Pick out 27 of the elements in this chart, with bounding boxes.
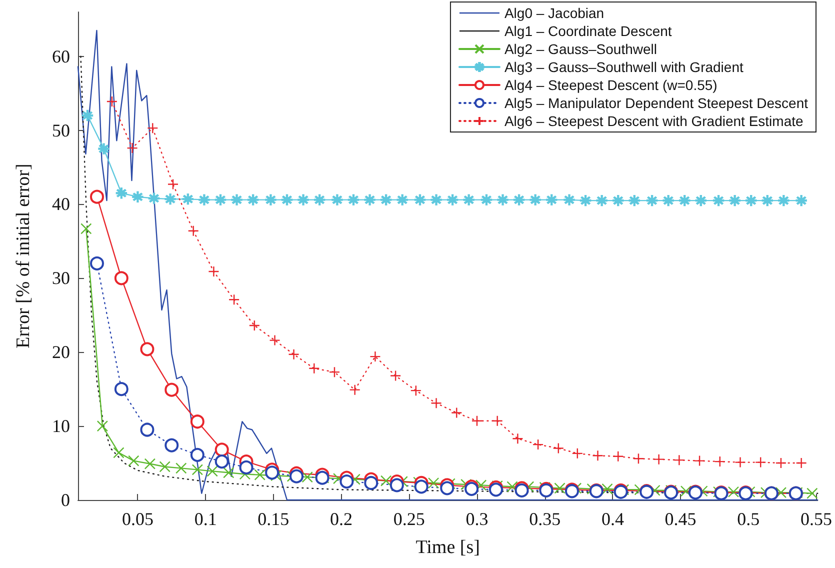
y-tick-label: 0 (61, 490, 70, 510)
x-tick-label: 0.1 (194, 509, 217, 529)
x-tick-label: 0.4 (601, 509, 624, 529)
y-tick-label: 50 (52, 120, 70, 140)
y-tick-label: 30 (52, 268, 70, 288)
x-tick-label: 0.3 (466, 509, 488, 529)
y-tick-label: 60 (52, 46, 70, 66)
legend-label: Alg2 – Gauss–Southwell (504, 41, 658, 57)
x-tick-label: 0.55 (800, 509, 832, 529)
x-axis-title: Time [s] (416, 537, 480, 558)
x-tick-label: 0.45 (664, 509, 696, 529)
y-tick-label: 10 (52, 416, 70, 436)
legend-label: Alg3 – Gauss–Southwell with Gradient (504, 59, 744, 75)
x-tick-label: 0.15 (258, 509, 290, 529)
y-tick-label: 40 (52, 194, 70, 214)
legend-label: Alg1 – Coordinate Descent (504, 23, 672, 39)
x-tick-label: 0.2 (330, 509, 353, 529)
x-tick-label: 0.25 (393, 509, 425, 529)
legend-label: Alg6 – Steepest Descent with Gradient Estimate (504, 113, 804, 129)
y-axis-title: Error [% of initial error] (13, 164, 34, 348)
x-tick-label: 0.35 (529, 509, 561, 529)
legend-label: Alg4 – Steepest Descent (w=0.55) (504, 77, 718, 93)
y-tick-label: 20 (52, 342, 70, 362)
legend-label: Alg0 – Jacobian (504, 5, 604, 21)
x-tick-label: 0.05 (122, 509, 154, 529)
x-tick-label: 0.5 (737, 509, 760, 529)
legend-label: Alg5 – Manipulator Dependent Steepest Descent (504, 95, 808, 111)
